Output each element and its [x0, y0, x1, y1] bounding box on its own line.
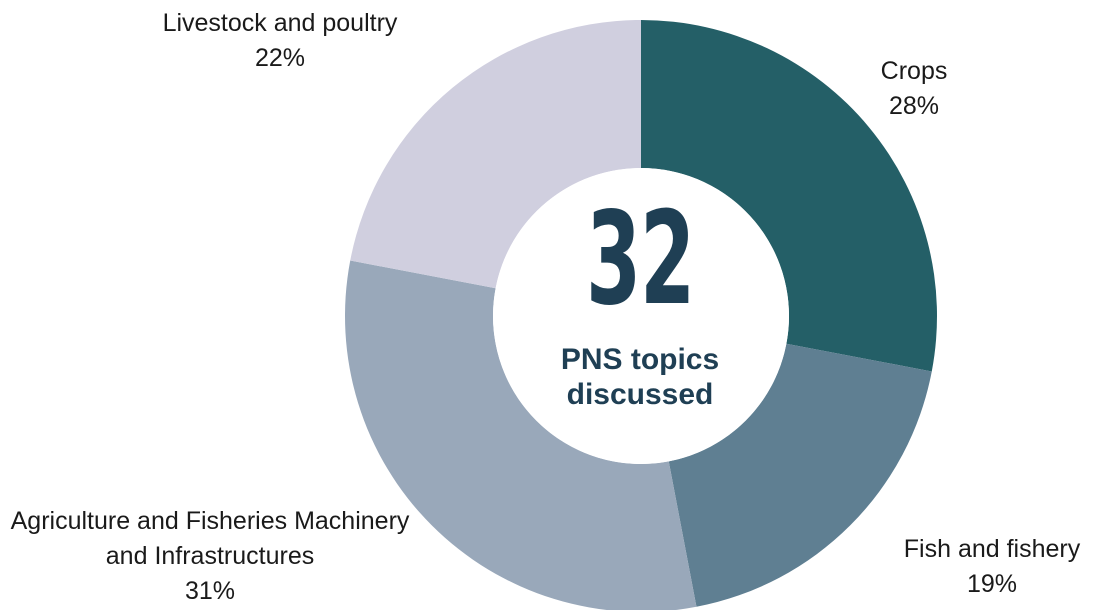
- slice-name: Crops: [880, 57, 948, 85]
- slice-agriculture-machinery: [345, 260, 697, 610]
- slice-value: 28%: [888, 92, 940, 120]
- slice-value: 19%: [966, 570, 1018, 598]
- donut-hole: [493, 168, 789, 464]
- center-caption: PNS topics discussed: [560, 343, 720, 411]
- slice-label-fish-and-fishery: Fish and fishery 19%: [880, 532, 1096, 602]
- slice-label-agriculture-machinery: Agriculture and Fisheries Machinery and …: [10, 504, 410, 609]
- slice-livestock-and-poultry: [350, 20, 641, 289]
- slice-fish-and-fishery: [668, 343, 932, 607]
- slice-name: Agriculture and Fisheries Machinery and …: [10, 507, 410, 570]
- slice-value: 31%: [184, 577, 236, 605]
- slice-label-crops: Crops 28%: [856, 54, 972, 124]
- slice-name: Fish and fishery: [903, 535, 1081, 563]
- slice-label-livestock-and-poultry: Livestock and poultry 22%: [130, 6, 430, 76]
- slice-value: 22%: [254, 44, 306, 72]
- slice-crops: [641, 20, 937, 372]
- center-total-value: 32: [586, 185, 695, 334]
- slice-name: Livestock and poultry: [162, 9, 398, 37]
